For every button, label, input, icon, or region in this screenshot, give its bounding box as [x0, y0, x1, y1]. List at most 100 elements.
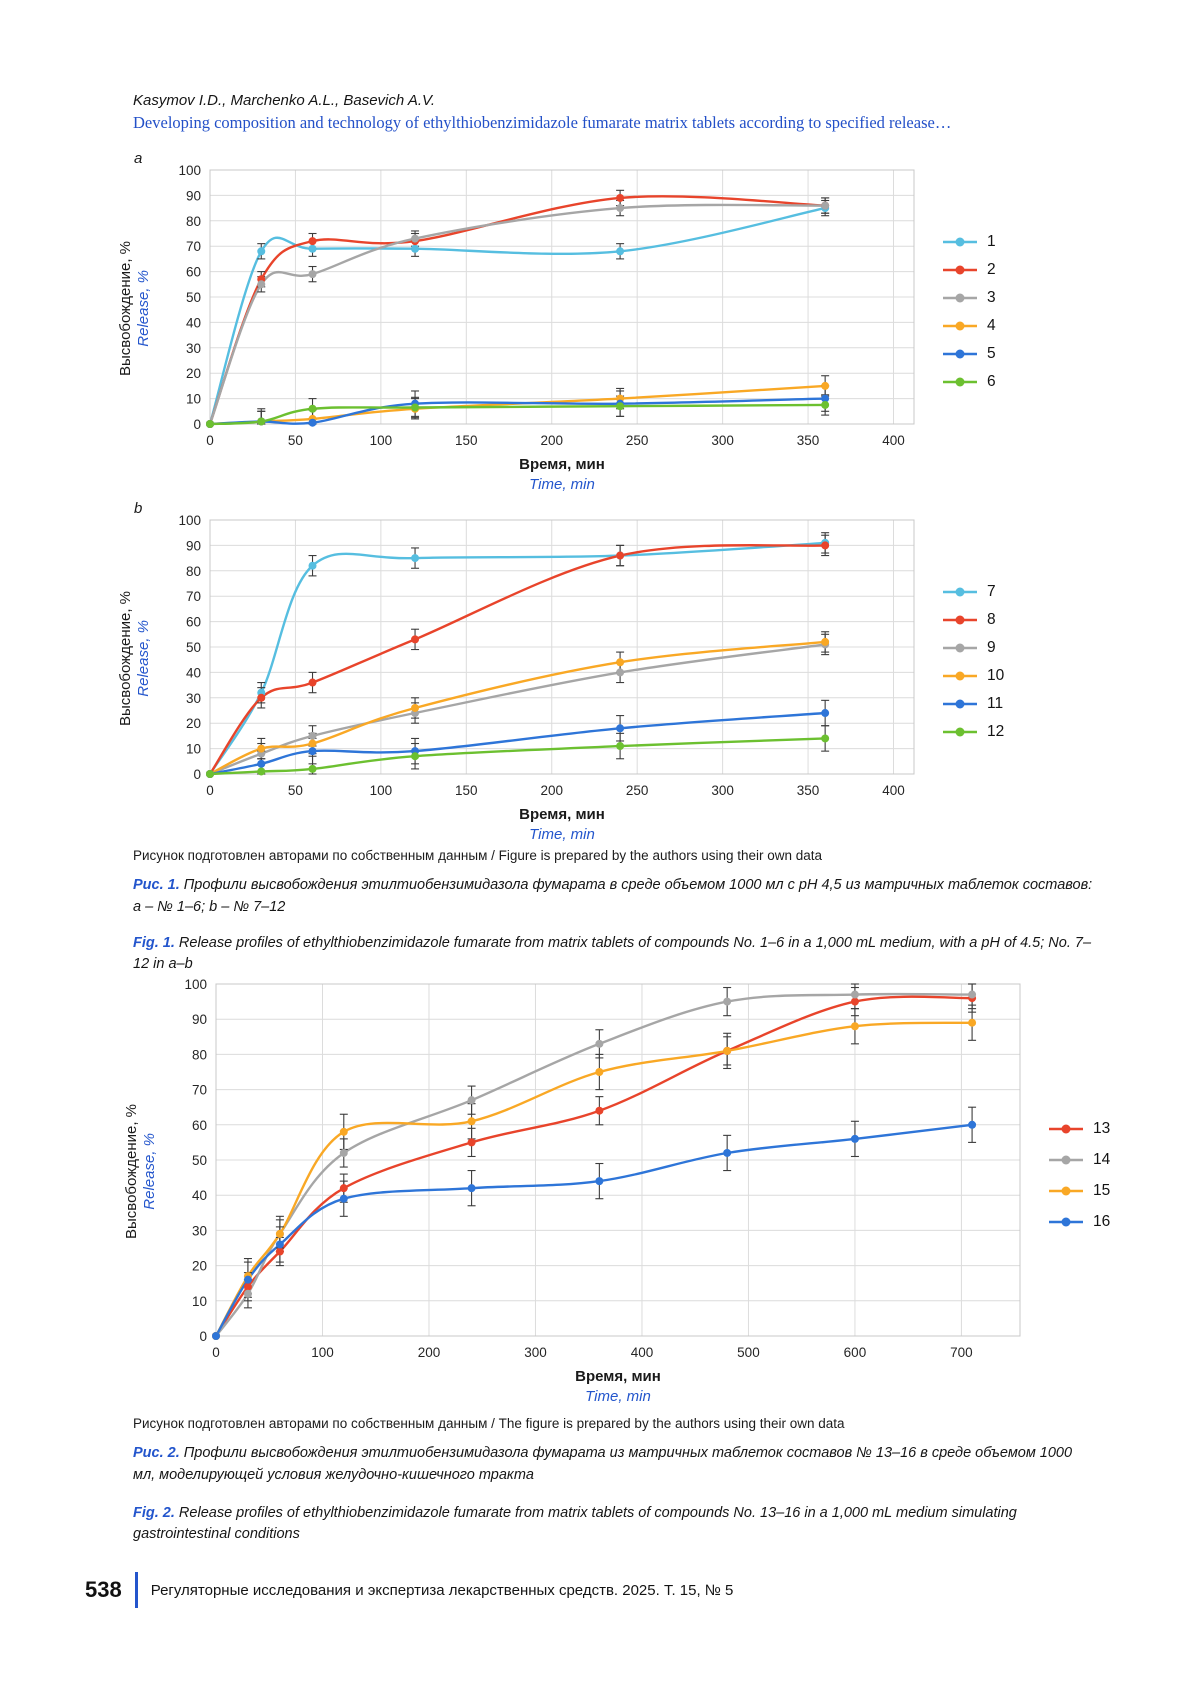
data-point-14 — [968, 990, 977, 999]
figure-1-caption-en: Fig. 1. Release profiles of ethylthioben… — [133, 933, 1093, 977]
data-point-3 — [257, 280, 266, 289]
legend-label: 2 — [987, 261, 996, 278]
legend-label: 8 — [987, 611, 996, 628]
legend-label: 9 — [987, 639, 996, 656]
figure-2-source-note: Рисунок подготовлен авторами по собствен… — [133, 1416, 845, 1431]
x-axis-title-en: Time, min — [585, 1388, 651, 1405]
data-point-6 — [308, 404, 317, 413]
figure-2: Высвобождение, % Release, % 0 10 20 30 40 50 6… — [118, 976, 1111, 1405]
data-point-1 — [257, 247, 266, 256]
x-tick-label: 300 — [711, 433, 734, 448]
x-tick-label: 100 — [370, 433, 393, 448]
figure-1b: Высвобождение, % Release, % 0 10 20 30 40 50 6… — [112, 512, 1005, 843]
legend-label: 5 — [987, 345, 996, 362]
y-tick-label: 20 — [186, 716, 201, 731]
x-tick-label: 150 — [455, 783, 478, 798]
y-tick-label: 30 — [186, 691, 201, 706]
legend-label: 10 — [987, 667, 1005, 684]
x-tick-label: 50 — [288, 783, 303, 798]
y-tick-label: 50 — [186, 640, 201, 655]
data-point-14 — [467, 1096, 476, 1105]
plot-border — [209, 169, 915, 425]
data-point-12 — [257, 767, 266, 776]
data-point-16 — [467, 1184, 476, 1193]
data-point-11 — [308, 747, 317, 756]
legend-label: 13 — [1093, 1119, 1111, 1137]
legend-label: 7 — [987, 583, 996, 600]
chart-b-plot: 0 10 20 30 40 50 60 70 80 90 100 0 50 100 150 200 250 300… — [178, 513, 915, 798]
series-line-15 — [214, 1021, 974, 1338]
data-point-14 — [339, 1148, 348, 1157]
data-point-2 — [616, 193, 625, 202]
legend-item-8: 8 — [942, 611, 1004, 629]
data-point-3 — [821, 201, 830, 210]
data-point-16 — [275, 1240, 284, 1249]
y-tick-label: 80 — [186, 564, 201, 579]
legend-swatch — [1049, 1124, 1083, 1133]
page-number: 538 — [85, 1577, 122, 1602]
x-tick-label: 150 — [455, 433, 478, 448]
figure-2-captions: Рисунок подготовлен авторами по собствен… — [133, 1416, 1093, 1546]
legend-label: 4 — [987, 317, 996, 334]
figure-2-caption-en-label: Fig. 2. — [133, 1504, 175, 1521]
figure-2-caption-en-text: Release profiles of ethylthiobenzimidazo… — [133, 1504, 1017, 1543]
data-point-16 — [212, 1332, 220, 1340]
data-point-16 — [850, 1134, 859, 1143]
y-tick-label: 0 — [199, 1329, 207, 1344]
x-tick-label: 50 — [288, 433, 303, 448]
legend-swatch — [943, 237, 977, 247]
y-tick-label: 20 — [186, 366, 201, 381]
series-line-10 — [208, 640, 827, 776]
data-point-3 — [616, 204, 625, 213]
legend-item-14: 14 — [1048, 1151, 1110, 1169]
data-point-13 — [339, 1184, 348, 1193]
x-axis-title: Время, мин Time, min — [216, 1368, 1020, 1405]
y-axis-title-en: Release, % — [134, 619, 152, 697]
figure-1-caption-ru-text: Профили высвобождения этилтиобензимидазо… — [133, 877, 1093, 915]
header-running-title: Developing composition and technology of… — [133, 113, 952, 132]
y-tick-label: 60 — [186, 265, 201, 280]
y-tick-label: 20 — [192, 1259, 207, 1274]
y-tick-label: 50 — [192, 1153, 207, 1168]
legend-label: 6 — [987, 373, 996, 390]
figure-2-caption-en: Fig. 2. Release profiles of ethylthioben… — [133, 1503, 1093, 1547]
figure-1-caption-ru-label: Рис. 1. — [133, 877, 180, 893]
panel-label-b: b — [134, 500, 143, 517]
x-tick-label: 0 — [212, 1345, 220, 1360]
legend-swatch — [943, 265, 977, 275]
data-point-15 — [723, 1046, 732, 1055]
series-line-1 — [208, 206, 827, 426]
data-point-6 — [206, 420, 214, 428]
data-point-1 — [616, 247, 625, 256]
x-tick-label: 0 — [206, 783, 214, 798]
y-tick-label: 100 — [178, 163, 201, 178]
data-point-9 — [616, 668, 625, 677]
legend-swatch — [943, 671, 977, 681]
y-tick-label: 40 — [186, 665, 201, 680]
data-point-9 — [308, 731, 317, 740]
y-axis-title: Высвобождение, % Release, % — [112, 512, 156, 804]
data-point-8 — [257, 693, 266, 702]
x-axis-title-ru: Время, мин — [575, 1368, 661, 1385]
x-tick-label: 700 — [950, 1345, 973, 1360]
series-line-9 — [208, 643, 827, 776]
series-line-16 — [214, 1123, 974, 1338]
y-tick-label: 80 — [186, 214, 201, 229]
x-axis-title-en: Time, min — [529, 826, 595, 843]
chart-b-legend: 7 8 9 10 11 12 — [942, 575, 1004, 741]
x-tick-label: 300 — [711, 783, 734, 798]
y-tick-label: 30 — [186, 341, 201, 356]
data-point-11 — [616, 724, 625, 733]
page-footer: 538 Регуляторные исследования и эксперти… — [85, 1572, 733, 1608]
chart-a-plot: 0 10 20 30 40 50 60 70 80 90 100 0 50 100 150 200 250 300… — [178, 163, 915, 448]
y-tick-label: 60 — [192, 1118, 207, 1133]
legend-swatch — [943, 615, 977, 625]
data-point-10 — [257, 744, 266, 753]
legend-item-2: 2 — [942, 261, 996, 279]
x-tick-label: 250 — [626, 433, 649, 448]
y-axis-title: Высвобождение, % Release, % — [118, 976, 162, 1366]
x-tick-label: 350 — [797, 433, 820, 448]
y-tick-label: 60 — [186, 615, 201, 630]
series-line-14 — [214, 992, 974, 1338]
legend-item-12: 12 — [942, 723, 1004, 741]
